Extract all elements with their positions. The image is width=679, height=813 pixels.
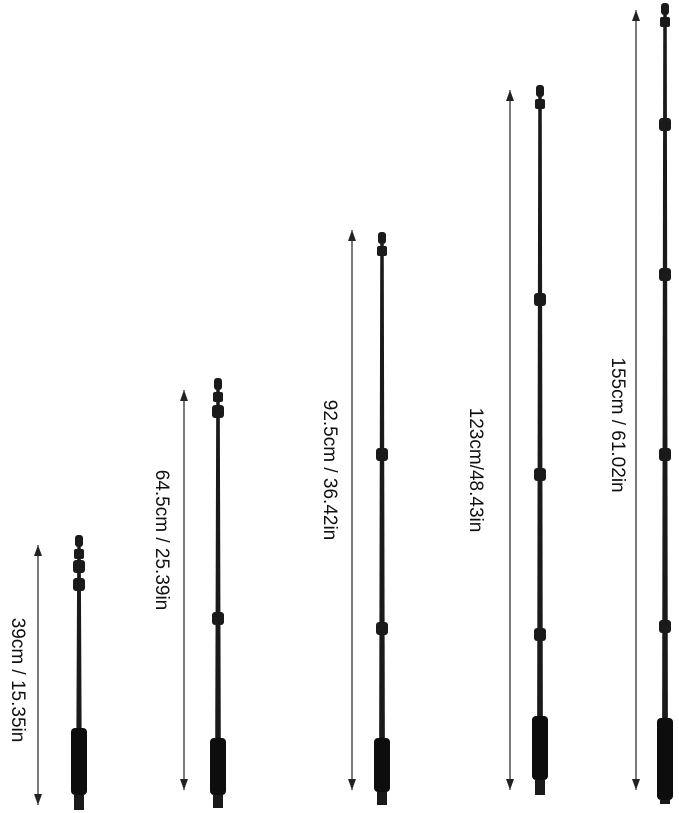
arrow-head-up-icon xyxy=(348,230,356,241)
pole-tip-lock xyxy=(660,17,670,27)
pole-foam-grip xyxy=(210,738,226,795)
arrow-head-down-icon xyxy=(34,794,42,805)
pole-foam-grip xyxy=(532,716,548,780)
arrow-head-down-icon xyxy=(180,779,188,790)
arrow-head-down-icon xyxy=(506,779,514,790)
pole-tip-lock xyxy=(535,99,545,109)
pole-tip xyxy=(536,85,544,97)
arrow-head-down-icon xyxy=(348,779,356,790)
pole-tip-lock xyxy=(377,246,387,256)
pole-joint-lock xyxy=(376,448,388,461)
pole-tip xyxy=(661,3,669,15)
length-label: 155cm / 61.02in xyxy=(607,357,628,492)
pole-end-cap xyxy=(535,780,545,795)
pole-tip xyxy=(378,232,386,244)
pole-end-cap xyxy=(660,800,670,804)
length-label: 92.5cm / 36.42in xyxy=(319,400,340,540)
pole-tube xyxy=(662,15,668,800)
pole-joint-lock xyxy=(73,560,85,573)
length-label: 39cm / 15.35in xyxy=(7,618,28,743)
pole-joint-lock xyxy=(534,293,546,306)
pole-end-cap xyxy=(213,795,223,808)
length-label: 64.5cm / 25.39in xyxy=(151,470,172,610)
pole-joint-lock xyxy=(659,268,671,281)
pole-joint-lock xyxy=(659,448,671,461)
pole-tip-lock xyxy=(74,549,84,559)
pole-tip xyxy=(214,378,222,390)
pole-end-cap xyxy=(377,792,387,805)
arrow-head-up-icon xyxy=(632,10,640,21)
pole-tube xyxy=(537,97,543,795)
arrow-head-up-icon xyxy=(34,545,42,556)
pole-joint-lock xyxy=(212,612,224,625)
pole-tip xyxy=(75,535,83,547)
pole-tube xyxy=(379,244,385,805)
pole-foam-grip xyxy=(657,718,673,800)
pole-joint-lock xyxy=(659,118,671,131)
pole-joint-lock xyxy=(212,405,224,418)
pole-joint-lock xyxy=(376,622,388,635)
pole-joint-lock xyxy=(534,628,546,641)
arrow-head-up-icon xyxy=(180,390,188,401)
pole-tip-lock xyxy=(213,392,223,402)
pole-joint-lock xyxy=(659,620,671,633)
pole-joint-lock xyxy=(534,468,546,481)
arrow-head-down-icon xyxy=(632,779,640,790)
pole-end-cap xyxy=(74,795,84,810)
length-label: 123cm/48.43in xyxy=(465,408,486,533)
pole-foam-grip xyxy=(71,728,87,795)
pole-joint-lock xyxy=(73,578,85,591)
pole-foam-grip xyxy=(374,738,390,792)
pole-tube xyxy=(215,390,221,808)
arrow-head-up-icon xyxy=(506,90,514,101)
